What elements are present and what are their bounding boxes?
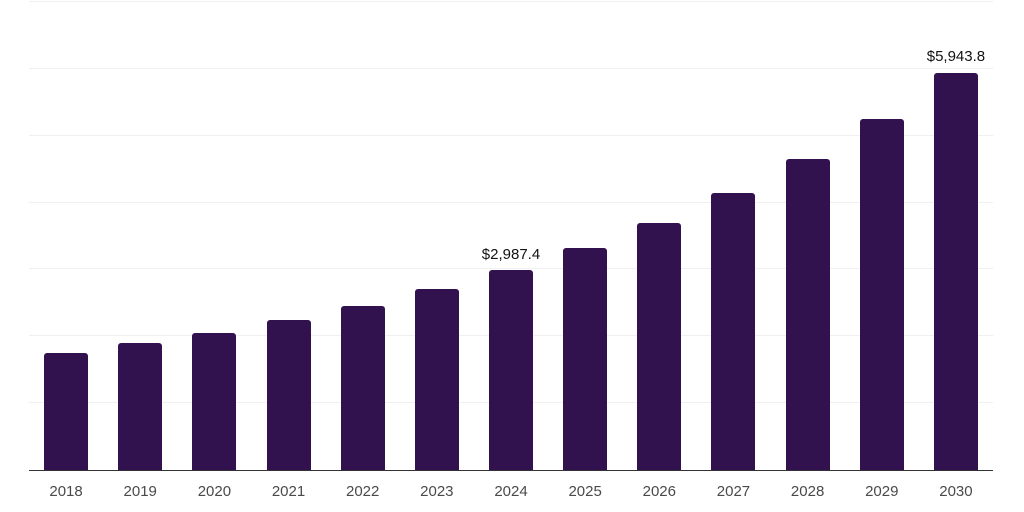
bar-2023 <box>414 289 459 470</box>
x-tick-2023: 2023 <box>420 483 454 500</box>
data-label-2024: $2,987.4 <box>481 245 541 263</box>
gridline-5000 <box>29 134 993 136</box>
bar-2021 <box>266 319 311 470</box>
x-tick-2022: 2022 <box>346 483 380 500</box>
bar-2027 <box>711 192 756 470</box>
bar-2020 <box>192 332 237 470</box>
x-tick-2019: 2019 <box>123 483 157 500</box>
bar-2022 <box>340 305 385 470</box>
gridline-6000 <box>29 67 993 69</box>
x-axis-line <box>29 469 993 471</box>
plot-area: $2,987.4 $5,943.8 <box>29 1 993 471</box>
x-tick-2018: 2018 <box>49 483 83 500</box>
x-tick-2030: 2030 <box>939 483 973 500</box>
bar-2019 <box>118 342 163 470</box>
x-tick-2025: 2025 <box>568 483 602 500</box>
x-axis-labels: 2018 2019 2020 2021 2022 2023 2024 2025 2026 2027… <box>29 483 993 506</box>
x-tick-2026: 2026 <box>642 483 676 500</box>
bar-2029 <box>859 119 904 470</box>
x-tick-2027: 2027 <box>716 483 751 500</box>
x-tick-2029: 2029 <box>865 483 899 500</box>
x-tick-2028: 2028 <box>790 483 825 500</box>
gridline-3000 <box>29 268 993 270</box>
x-tick-2021: 2021 <box>271 483 306 500</box>
bar-2030 <box>933 72 978 470</box>
bar-2025 <box>563 248 608 470</box>
data-label-2030: $5,943.8 <box>926 48 986 66</box>
bar-2028 <box>785 159 830 470</box>
gridline-7000 <box>29 1 993 2</box>
x-tick-2024: 2024 <box>494 483 528 500</box>
bar-2024 <box>489 270 533 470</box>
bar-2018 <box>44 353 89 470</box>
bar-2026 <box>637 222 682 470</box>
x-tick-2020: 2020 <box>197 483 232 500</box>
gridline-4000 <box>29 201 993 203</box>
